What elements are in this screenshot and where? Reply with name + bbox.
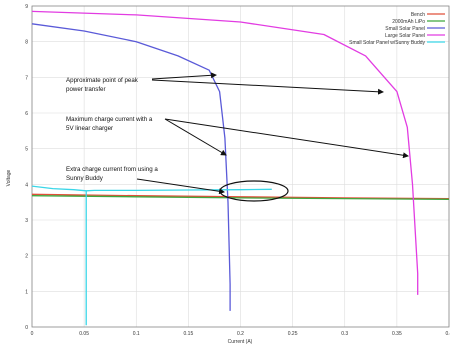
annotation-arrow (164, 118, 227, 156)
y-tick-label: 8 (25, 40, 28, 46)
legend-label-1: 2000mAh LiPo (392, 19, 425, 25)
y-tick-label: 4 (25, 182, 28, 188)
legend-label-0: Bench (411, 12, 425, 18)
x-axis-label: Current (A) (228, 339, 253, 345)
annotation-arrow (151, 79, 384, 95)
annotation-max-line2: 5V linear charger (66, 125, 113, 132)
legend-label-4: Small Solar Panel w/Sunny Buddy (349, 40, 425, 46)
x-tick-label: 0.05 (79, 331, 89, 337)
y-tick-label: 7 (25, 75, 28, 81)
annotation-arrow (164, 118, 409, 159)
annotation-ellipse (219, 180, 289, 202)
annotation-buddy-line2: Sunny Buddy (66, 175, 104, 182)
x-tick-label: 0.1 (133, 331, 140, 337)
x-tick-label: 0.4 (446, 331, 450, 337)
annotation-sunny-buddy: Extra charge current from using a Sunny … (66, 166, 289, 202)
series-line-4 (31, 185, 272, 192)
annotation-buddy-line1: Extra charge current from using a (66, 166, 158, 173)
series-line-3 (31, 10, 419, 295)
annotation-arrow (151, 72, 217, 80)
x-tick-label: 0.25 (288, 331, 298, 337)
y-tick-label: 0 (25, 325, 28, 331)
annotation-max-line1: Maximum charge current with a (66, 116, 153, 123)
y-tick-label: 3 (25, 218, 28, 224)
plot-frame (31, 5, 450, 328)
x-axis-ticks: 0 0.05 0.1 0.15 0.2 0.25 0.3 0.35 0.4 (31, 331, 450, 337)
annotation-peak-line2: power transfer (66, 86, 106, 93)
series-line-0 (31, 193, 450, 200)
series-group (31, 10, 450, 326)
x-tick-label: 0.15 (184, 331, 194, 337)
y-axis-ticks: 0 1 2 3 4 5 6 7 8 9 (25, 4, 28, 331)
x-tick-label: 0.2 (237, 331, 244, 337)
y-tick-label: 9 (25, 4, 28, 10)
annotation-peak-power: Approximate point of peak power transfer (66, 72, 384, 95)
legend-label-2: Small Solar Panel (385, 26, 425, 32)
annotation-max-charge: Maximum charge current with a 5V linear … (66, 116, 409, 159)
y-tick-label: 5 (25, 147, 28, 153)
legend-label-3: Large Solar Panel (385, 33, 425, 39)
x-tick-label: 0 (31, 331, 34, 337)
y-axis-label: Voltage (6, 169, 12, 186)
x-tick-label: 0.3 (341, 331, 348, 337)
series-line-2 (31, 23, 231, 311)
series-line-1 (31, 195, 450, 200)
annotation-peak-line1: Approximate point of peak (66, 77, 139, 84)
x-tick-label: 0.35 (392, 331, 402, 337)
grid (31, 5, 450, 328)
y-tick-label: 2 (25, 254, 28, 260)
y-tick-label: 1 (25, 289, 28, 295)
y-tick-label: 6 (25, 111, 28, 117)
annotation-arrow (136, 178, 225, 195)
